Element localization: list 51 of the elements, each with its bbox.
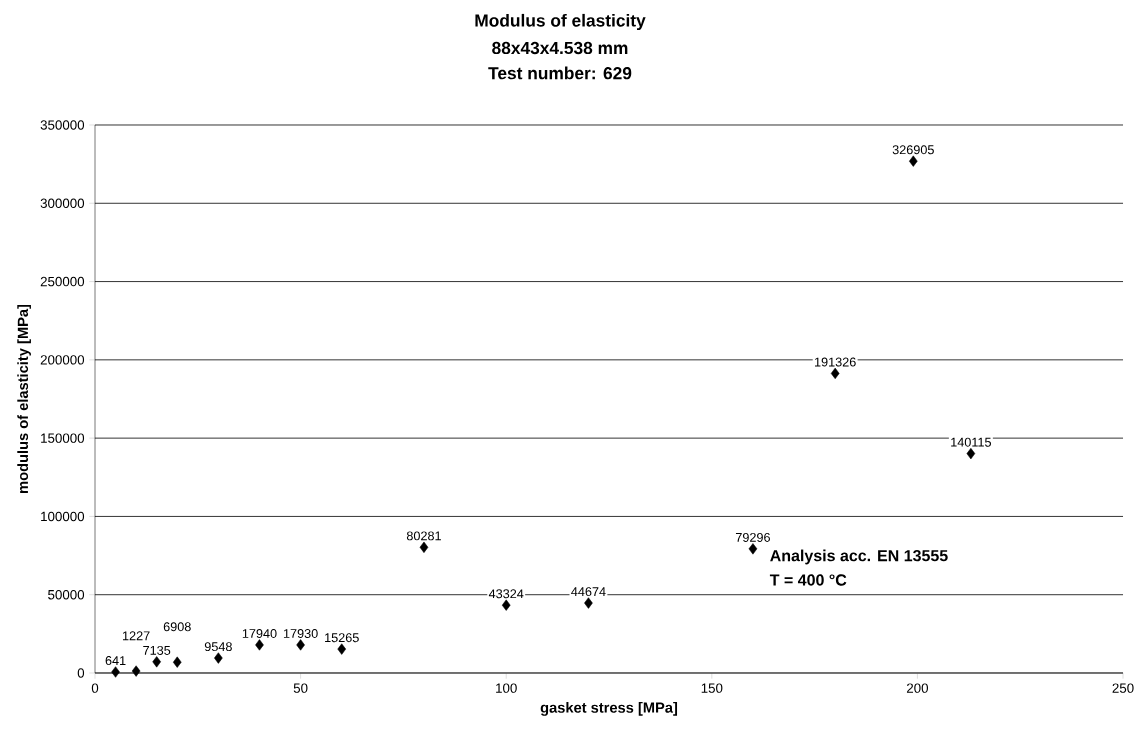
y-tick-label: 50000	[48, 590, 85, 600]
x-tick-label: 150	[701, 683, 723, 693]
y-tick-label: 100000	[41, 511, 85, 522]
x-tick-label: 200	[906, 683, 929, 693]
point	[131, 665, 141, 677]
data-label: 15265	[325, 633, 359, 643]
point	[337, 643, 346, 655]
data-label: 191326	[815, 357, 856, 367]
data-label: 17930	[283, 629, 318, 638]
point	[966, 448, 976, 460]
y-axis-title: modulus of elasticity [MPa]	[17, 304, 31, 493]
point	[584, 597, 593, 609]
point	[296, 639, 305, 651]
data-label: 1227	[123, 631, 150, 641]
x-tick-label: 250	[1112, 683, 1134, 693]
y-tick-label: 0	[77, 668, 85, 678]
point	[172, 656, 182, 668]
x-tick-label: 0	[91, 683, 99, 693]
data-label: 43324	[488, 589, 524, 599]
data-label: 641	[105, 656, 126, 666]
y-tick-label: 250000	[40, 276, 85, 287]
point	[909, 155, 918, 167]
y-tick-label: 200000	[40, 355, 85, 365]
y-tick-label: 150000	[41, 433, 85, 443]
data-label: 17940	[242, 629, 277, 638]
point	[111, 666, 120, 678]
data-label: 9548	[204, 642, 232, 652]
data-label: 6908	[163, 622, 191, 632]
annotation: Analysis acc. EN 13555	[770, 549, 948, 565]
y-tick-label: 300000	[40, 198, 85, 208]
chart-title: Modulus of elasticity	[475, 13, 646, 31]
text: Test number: 629	[488, 66, 632, 80]
x-axis-title: gasket stress [MPa]	[540, 702, 678, 716]
point	[419, 541, 429, 553]
point	[255, 639, 264, 651]
point	[501, 599, 511, 611]
data-label: 79296	[735, 532, 770, 542]
x-tick-label: 100	[496, 683, 517, 693]
data-label: 7135	[143, 645, 171, 655]
chart-subtitle: 88x43x4.538 mm	[492, 41, 628, 55]
point	[214, 652, 223, 664]
annotation: T = 400 °C	[769, 574, 847, 586]
data-label: 140115	[951, 437, 992, 447]
point	[830, 367, 840, 380]
point	[152, 656, 161, 668]
x-tick-label: 50	[293, 683, 308, 693]
data-label: 44674	[571, 587, 606, 597]
y-tick-label: 350000	[40, 120, 85, 130]
data-label: 326905	[892, 145, 934, 155]
data-label: 80281	[406, 531, 441, 541]
point	[748, 543, 758, 555]
